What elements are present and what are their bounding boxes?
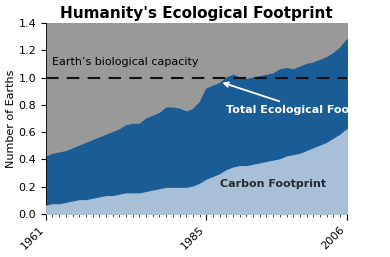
Title: Humanity's Ecological Footprint: Humanity's Ecological Footprint [60, 6, 333, 21]
Text: Total Ecological Footprint: Total Ecological Footprint [224, 82, 385, 115]
Y-axis label: Number of Earths: Number of Earths [5, 69, 16, 168]
Text: Earth’s biological capacity: Earth’s biological capacity [53, 57, 199, 67]
Text: Carbon Footprint: Carbon Footprint [220, 179, 326, 189]
